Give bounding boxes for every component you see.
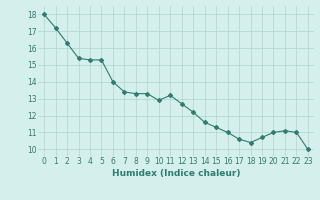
X-axis label: Humidex (Indice chaleur): Humidex (Indice chaleur) — [112, 169, 240, 178]
